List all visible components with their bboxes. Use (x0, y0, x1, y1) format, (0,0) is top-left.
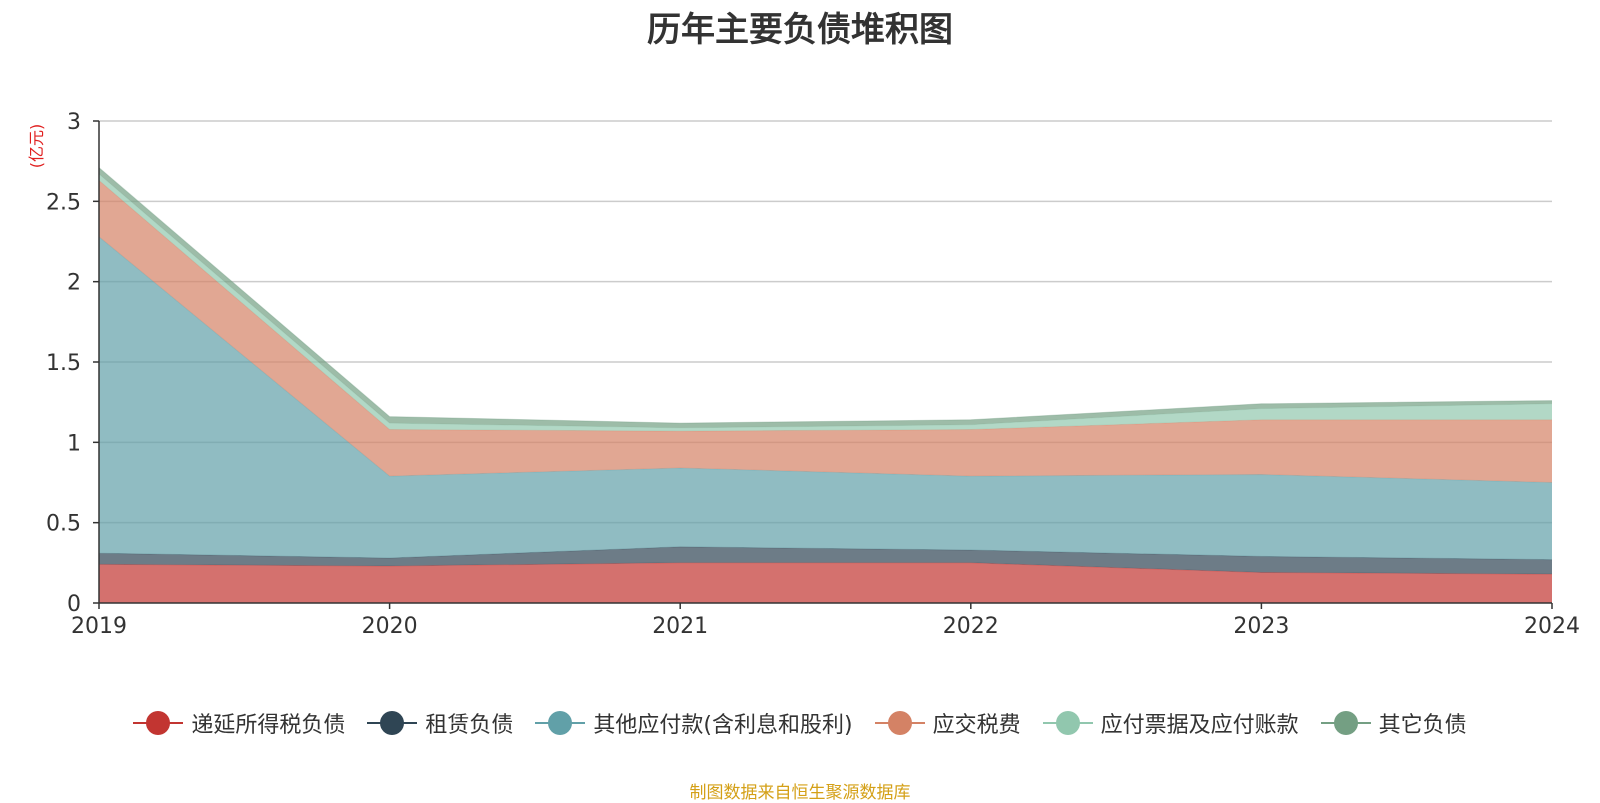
y-tick-label: 0 (67, 592, 81, 617)
y-tick-label: 2 (67, 271, 81, 296)
legend-marker-icon (133, 710, 184, 736)
y-tick-label: 2.5 (46, 190, 81, 215)
area-3 (99, 236, 1552, 560)
legend-label: 递延所得税负债 (191, 713, 346, 738)
y-tick-label: 1 (67, 431, 81, 456)
series-line-6 (98, 167, 1553, 424)
legend-label: 应交税费 (932, 713, 1021, 738)
legend-marker-icon (367, 710, 418, 736)
x-tick-label: 2019 (71, 614, 127, 639)
legend-marker-icon (1042, 710, 1093, 736)
x-tick-label: 2024 (1524, 614, 1580, 639)
source-note: 制图数据来自恒生聚源数据库 (689, 783, 911, 803)
legend-item[interactable]: 其他应付款(含利息和股利) (535, 707, 853, 739)
legend-label: 其他应付款(含利息和股利) (593, 713, 853, 738)
legend-label: 其它负债 (1378, 713, 1467, 738)
legend-marker-icon (1320, 710, 1371, 736)
y-tick-label: 0.5 (46, 512, 81, 537)
legend-item[interactable]: 其它负债 (1320, 707, 1467, 739)
chart-title: 历年主要负债堆积图 (647, 10, 953, 50)
legend-marker-icon (874, 710, 925, 736)
legend-item[interactable]: 应交税费 (874, 707, 1021, 739)
area-4 (99, 180, 1552, 483)
x-tick-label: 2020 (362, 614, 418, 639)
y-axis-unit-label: (亿元) (27, 124, 46, 169)
legend-label: 应付票据及应付账款 (1100, 713, 1299, 738)
legend-item[interactable]: 应付票据及应付账款 (1042, 707, 1299, 739)
x-tick-label: 2021 (652, 614, 708, 639)
legend: 递延所得税负债 租赁负债 其他应付款(含利息和股利) 应交税费 应付票据及应付账款 其它负… (0, 703, 1600, 743)
legend-item[interactable]: 递延所得税负债 (133, 707, 345, 739)
axes: 0 0.5 1 1.5 2 2.5 3 2019 2020 2021 2022 2023 2024 (46, 110, 1580, 639)
x-tick-label: 2023 (1233, 614, 1289, 639)
legend-marker-icon (535, 710, 586, 736)
legend-item[interactable]: 租赁负债 (367, 707, 513, 739)
x-tick-label: 2022 (943, 614, 999, 639)
y-tick-label: 1.5 (46, 351, 81, 376)
legend-label: 租赁负债 (425, 713, 514, 738)
area-2 (99, 546, 1552, 575)
area-1 (99, 562, 1552, 603)
area-series (98, 167, 1553, 603)
y-tick-label: 3 (67, 110, 81, 135)
chart-plot: 0 0.5 1 1.5 2 2.5 3 2019 2020 2021 2022 2023 2024 (亿… (27, 110, 1580, 639)
